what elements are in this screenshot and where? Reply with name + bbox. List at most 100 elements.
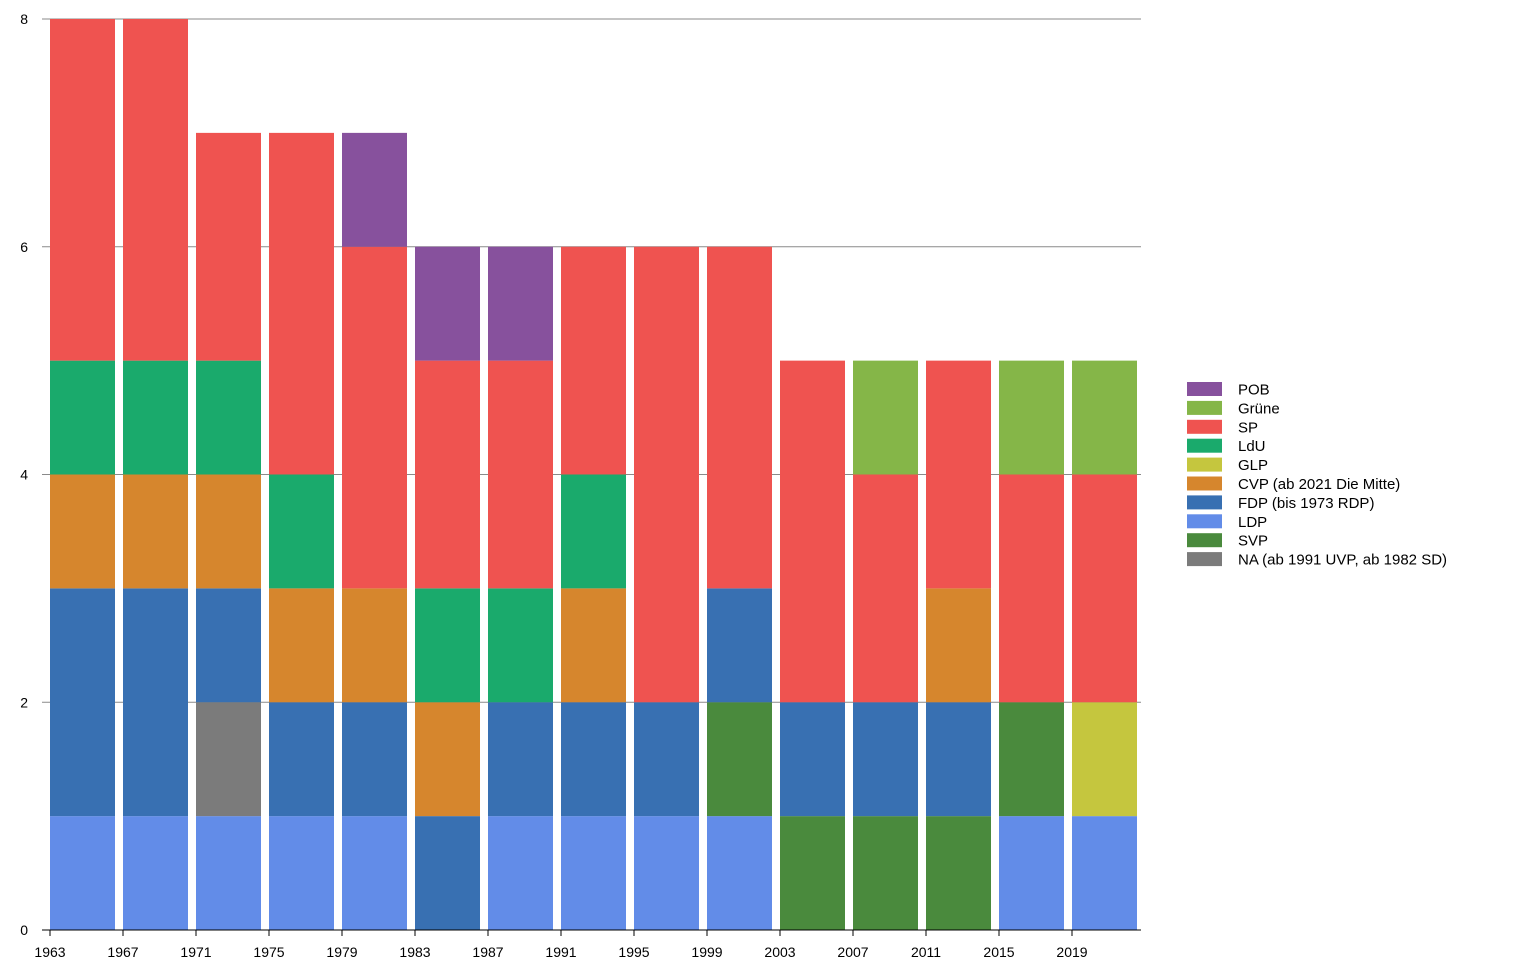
bar-segment-2015-grüne xyxy=(999,360,1064,475)
bar-segment-1975-fdp xyxy=(269,702,334,817)
bar-segment-1979-ldp xyxy=(342,816,407,930)
bars xyxy=(50,19,1137,930)
bar-segment-2015-sp xyxy=(999,474,1064,703)
bar-segment-2011-cvp xyxy=(926,588,991,703)
legend-swatch-ldp xyxy=(1187,514,1222,529)
bar-segment-1971-cvp xyxy=(196,474,261,589)
bar-segment-1971-ldu xyxy=(196,360,261,475)
y-tick-label: 4 xyxy=(20,467,28,483)
legend-label-grne: Grüne xyxy=(1238,400,1280,417)
bar-segment-2019-glp xyxy=(1072,702,1137,817)
bar-segment-1971-sp xyxy=(196,132,261,361)
x-tick-label: 1975 xyxy=(253,944,284,960)
x-tick-label: 2011 xyxy=(911,944,941,960)
bar-segment-2015-ldp xyxy=(999,816,1064,930)
bar-segment-1983-ldu xyxy=(415,588,480,703)
bar-segment-1991-ldp xyxy=(561,816,626,930)
x-tick-label: 1987 xyxy=(472,944,503,960)
bar-segment-1983-fdp xyxy=(415,816,480,930)
bar-segment-1963-ldp xyxy=(50,816,115,930)
bar-segment-1971-na xyxy=(196,702,261,817)
bar-segment-1967-sp xyxy=(123,19,188,361)
y-tick-label: 2 xyxy=(20,694,28,710)
bar-segment-2019-grüne xyxy=(1072,360,1137,475)
legend-swatch-ldu xyxy=(1187,438,1222,453)
bar-segment-1963-ldu xyxy=(50,360,115,475)
bar-segment-2003-svp xyxy=(780,816,845,930)
bar-segment-1963-cvp xyxy=(50,474,115,589)
x-tick-label: 2003 xyxy=(764,944,795,960)
bar-segment-2015-svp xyxy=(999,702,1064,817)
legend-swatch-pob xyxy=(1187,382,1222,396)
legend-swatch-svp xyxy=(1187,533,1222,548)
x-tick-label: 1979 xyxy=(326,944,357,960)
bar-segment-1967-ldp xyxy=(123,816,188,930)
bar-segment-2003-sp xyxy=(780,360,845,703)
bar-segment-2019-ldp xyxy=(1072,816,1137,930)
legend-label-ldu: LdU xyxy=(1238,438,1266,455)
legend-label-na: NA (ab 1991 UVP, ab 1982 SD) xyxy=(1238,552,1447,569)
legend-label-ldp: LDP xyxy=(1238,514,1267,531)
bar-segment-1967-ldu xyxy=(123,360,188,475)
y-tick-label: 8 xyxy=(20,11,28,27)
bar-segment-2011-svp xyxy=(926,816,991,930)
legend-label-sp: SP xyxy=(1238,419,1258,436)
x-tick-label: 1991 xyxy=(545,944,576,960)
bar-segment-1963-fdp xyxy=(50,588,115,817)
bar-segment-1987-pob xyxy=(488,246,553,361)
bar-segment-1987-sp xyxy=(488,360,553,589)
bar-segment-1975-ldp xyxy=(269,816,334,930)
bar-segment-1999-sp xyxy=(707,246,772,589)
bar-segment-1975-cvp xyxy=(269,588,334,703)
y-tick-label: 6 xyxy=(20,239,28,255)
x-tick-label: 1967 xyxy=(107,944,138,960)
bar-segment-1995-sp xyxy=(634,246,699,703)
bar-segment-1999-fdp xyxy=(707,588,772,703)
legend-swatch-fdp xyxy=(1187,495,1222,510)
legend-label-cvp: CVP (ab 2021 Die Mitte) xyxy=(1238,476,1400,493)
bar-segment-1987-ldu xyxy=(488,588,553,703)
bar-segment-2007-fdp xyxy=(853,702,918,817)
bar-segment-2019-sp xyxy=(1072,474,1137,703)
bar-segment-1999-ldp xyxy=(707,816,772,930)
legend-swatch-na xyxy=(1187,552,1222,567)
bar-segment-2007-svp xyxy=(853,816,918,930)
x-tick-label: 2015 xyxy=(983,944,1014,960)
bar-segment-2011-fdp xyxy=(926,702,991,817)
x-tick-label: 1999 xyxy=(691,944,722,960)
legend-swatch-glp xyxy=(1187,457,1222,472)
bar-segment-1995-ldp xyxy=(634,816,699,930)
legend-label-glp: GLP xyxy=(1238,457,1268,474)
bar-segment-2011-sp xyxy=(926,360,991,589)
bar-segment-1979-pob xyxy=(342,132,407,247)
bar-segment-1983-cvp xyxy=(415,702,480,817)
bar-segment-1967-fdp xyxy=(123,588,188,817)
bar-segment-1971-ldp xyxy=(196,816,261,930)
bar-segment-1975-sp xyxy=(269,132,334,475)
x-tick-label: 1963 xyxy=(34,944,65,960)
bar-segment-1991-fdp xyxy=(561,702,626,817)
legend-swatch-cvp xyxy=(1187,476,1222,491)
bar-segment-1991-ldu xyxy=(561,474,626,589)
axes: 0 2 4 6 8 1963 1967 1971 1975 1979 1983 1987 1991 199… xyxy=(20,11,1141,960)
bar-segment-1971-fdp xyxy=(196,588,261,703)
bar-segment-1995-fdp xyxy=(634,702,699,817)
x-tick-label: 1995 xyxy=(618,944,649,960)
bar-segment-1983-sp xyxy=(415,360,480,589)
bar-segment-1987-ldp xyxy=(488,816,553,930)
bar-segment-1983-pob xyxy=(415,246,480,361)
bar-segment-1975-ldu xyxy=(269,474,334,589)
legend-swatch-sp xyxy=(1187,419,1222,434)
bar-segment-1999-svp xyxy=(707,702,772,817)
x-tick-label: 1983 xyxy=(399,944,430,960)
bar-segment-1979-cvp xyxy=(342,588,407,703)
bar-segment-1963-sp xyxy=(50,19,115,361)
legend-label-fdp: FDP (bis 1973 RDP) xyxy=(1238,495,1374,512)
bar-segment-1987-fdp xyxy=(488,702,553,817)
bar-segment-1967-cvp xyxy=(123,474,188,589)
bar-segment-2007-sp xyxy=(853,474,918,703)
bar-segment-1979-sp xyxy=(342,246,407,589)
